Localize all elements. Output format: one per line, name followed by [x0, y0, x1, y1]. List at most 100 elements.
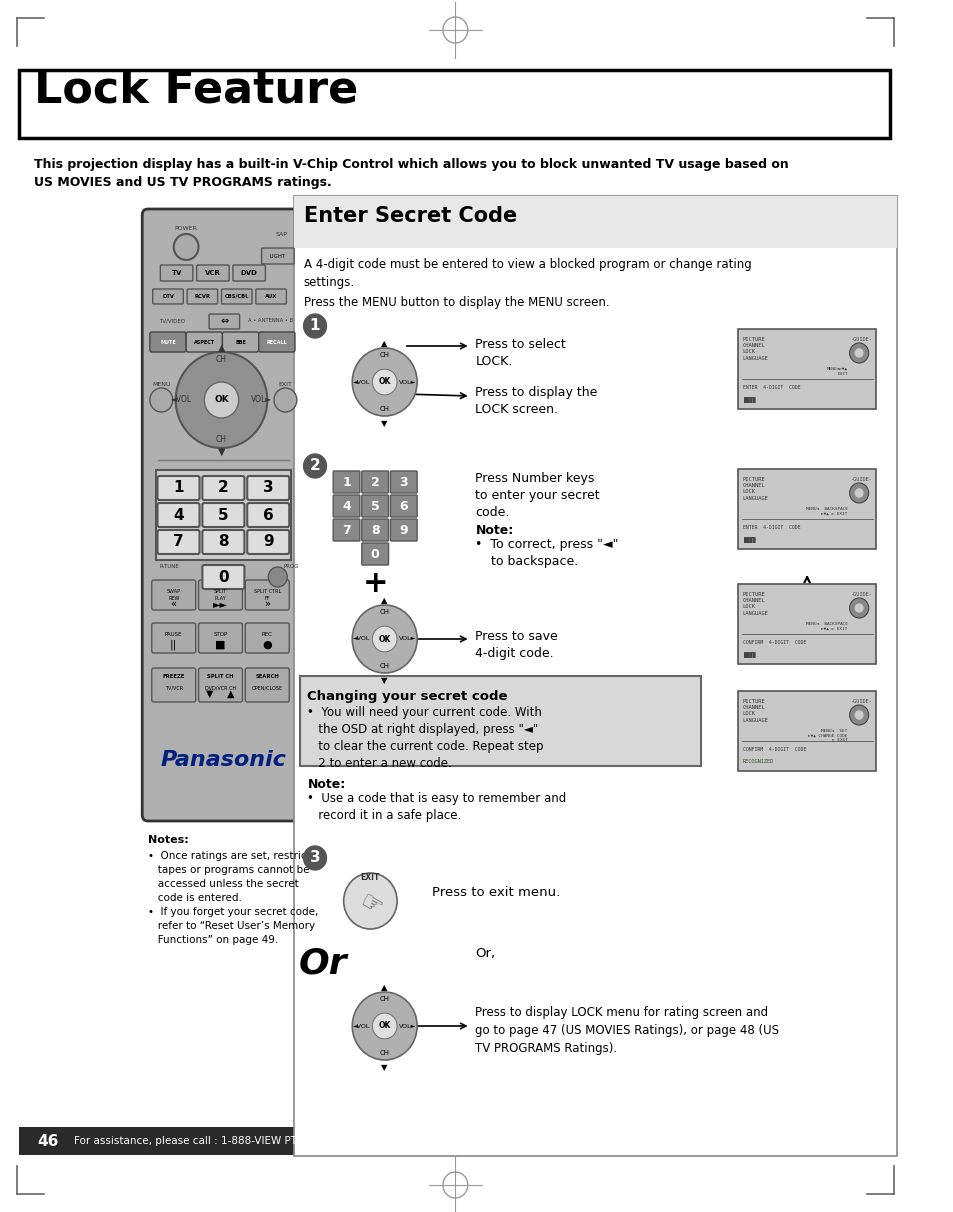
Text: Press the MENU button to display the MENU screen.: Press the MENU button to display the MEN… — [303, 296, 609, 309]
Text: Press to exit menu.: Press to exit menu. — [432, 886, 560, 899]
Circle shape — [352, 605, 416, 673]
Text: 2: 2 — [371, 475, 379, 488]
Text: ▼: ▼ — [381, 1063, 388, 1073]
Text: RECOGNIZED: RECOGNIZED — [741, 759, 773, 764]
Text: +: + — [362, 570, 388, 599]
Text: CH: CH — [379, 406, 389, 412]
Text: CH: CH — [379, 1050, 389, 1056]
Text: VOL►: VOL► — [398, 1023, 416, 1029]
Text: Press to save
4-digit code.: Press to save 4-digit code. — [475, 630, 558, 661]
Text: Press to display the
LOCK screen.: Press to display the LOCK screen. — [475, 385, 598, 416]
FancyBboxPatch shape — [737, 469, 876, 549]
FancyBboxPatch shape — [361, 494, 388, 518]
Text: ►►: ►► — [213, 599, 228, 608]
Text: 8: 8 — [218, 534, 229, 549]
FancyBboxPatch shape — [245, 668, 289, 702]
FancyBboxPatch shape — [202, 476, 244, 501]
FancyBboxPatch shape — [299, 676, 700, 766]
Text: ◄VOL: ◄VOL — [171, 395, 192, 405]
FancyBboxPatch shape — [390, 471, 416, 493]
FancyBboxPatch shape — [294, 196, 897, 1156]
FancyBboxPatch shape — [196, 265, 229, 281]
Text: REC: REC — [261, 633, 273, 638]
Text: 5: 5 — [218, 508, 229, 522]
FancyBboxPatch shape — [202, 503, 244, 527]
Circle shape — [204, 382, 238, 418]
FancyBboxPatch shape — [150, 332, 186, 351]
Text: VCR: VCR — [205, 270, 220, 276]
Text: •  To correct, press "◄"
    to backspace.: • To correct, press "◄" to backspace. — [475, 538, 618, 568]
FancyBboxPatch shape — [209, 314, 239, 328]
Text: ■: ■ — [215, 640, 226, 650]
FancyBboxPatch shape — [157, 503, 199, 527]
Text: 9: 9 — [263, 534, 274, 549]
Text: ☞: ☞ — [355, 890, 386, 922]
Circle shape — [849, 343, 868, 364]
Text: 4: 4 — [173, 508, 184, 522]
Circle shape — [150, 388, 172, 412]
Text: FREEZE: FREEZE — [162, 674, 185, 679]
FancyBboxPatch shape — [333, 519, 359, 541]
Text: RECALL: RECALL — [266, 339, 287, 344]
FancyBboxPatch shape — [390, 494, 416, 518]
Text: MENU◄  BACKSPACE
►▼▲ ► EXIT: MENU◄ BACKSPACE ►▼▲ ► EXIT — [805, 507, 847, 515]
Text: ▼: ▼ — [217, 447, 225, 457]
FancyBboxPatch shape — [202, 565, 244, 589]
FancyBboxPatch shape — [245, 581, 289, 610]
Text: ENTER  4-DIGIT  CODE: ENTER 4-DIGIT CODE — [741, 384, 800, 389]
Text: Lock Feature: Lock Feature — [34, 69, 358, 112]
FancyBboxPatch shape — [152, 623, 195, 653]
Circle shape — [855, 711, 862, 719]
FancyBboxPatch shape — [737, 328, 876, 408]
Text: OPEN/CLOSE: OPEN/CLOSE — [252, 686, 282, 691]
FancyBboxPatch shape — [737, 584, 876, 664]
Text: DVD: DVD — [240, 270, 257, 276]
Text: ENTER  4-DIGIT  CODE: ENTER 4-DIGIT CODE — [741, 525, 800, 530]
Text: •  Use a code that is easy to remember and
   record it in a safe place.: • Use a code that is easy to remember an… — [307, 791, 566, 822]
Text: MUTE: MUTE — [160, 339, 175, 344]
Circle shape — [855, 349, 862, 358]
FancyBboxPatch shape — [737, 691, 876, 771]
FancyBboxPatch shape — [333, 471, 359, 493]
FancyBboxPatch shape — [198, 581, 242, 610]
Text: 7: 7 — [342, 524, 351, 537]
Text: STOP: STOP — [213, 633, 228, 638]
FancyBboxPatch shape — [157, 530, 199, 554]
FancyBboxPatch shape — [361, 471, 388, 493]
Text: PICTURE
CHANNEL
LOCK
LANGUAGE: PICTURE CHANNEL LOCK LANGUAGE — [741, 699, 768, 722]
Circle shape — [855, 488, 862, 497]
Circle shape — [175, 351, 267, 448]
FancyBboxPatch shape — [233, 265, 265, 281]
Text: ◄VOL: ◄VOL — [353, 636, 371, 641]
Circle shape — [303, 314, 326, 338]
FancyBboxPatch shape — [160, 265, 193, 281]
Text: Press Number keys
to enter your secret
code.: Press Number keys to enter your secret c… — [475, 471, 599, 519]
Text: Note:: Note: — [307, 778, 345, 791]
FancyBboxPatch shape — [245, 623, 289, 653]
Text: 0: 0 — [371, 548, 379, 560]
Text: ▲: ▲ — [227, 688, 234, 699]
Text: LIGHT: LIGHT — [270, 253, 286, 258]
FancyBboxPatch shape — [155, 470, 291, 560]
FancyBboxPatch shape — [198, 668, 242, 702]
FancyBboxPatch shape — [247, 530, 289, 554]
FancyBboxPatch shape — [19, 1127, 889, 1155]
Circle shape — [855, 604, 862, 612]
Text: MENU◄►▼▲
EXIT: MENU◄►▼▲ EXIT — [826, 367, 847, 376]
Text: VOL►: VOL► — [251, 395, 272, 405]
Text: Notes:: Notes: — [148, 835, 189, 845]
Circle shape — [849, 598, 868, 618]
Text: TV/VCR: TV/VCR — [165, 686, 183, 691]
Text: PROG: PROG — [283, 564, 298, 568]
Text: VOL►: VOL► — [398, 379, 416, 384]
FancyBboxPatch shape — [142, 208, 304, 821]
Text: 6: 6 — [263, 508, 274, 522]
Text: PICTURE
CHANNEL
LOCK
LANGUAGE: PICTURE CHANNEL LOCK LANGUAGE — [741, 478, 768, 501]
Text: TV/VIDEO: TV/VIDEO — [159, 319, 185, 324]
Text: 7: 7 — [173, 534, 184, 549]
Text: AUX: AUX — [265, 293, 277, 298]
Text: CONFIRM  4-DIGIT  CODE: CONFIRM 4-DIGIT CODE — [741, 747, 805, 751]
Text: ▲: ▲ — [381, 339, 388, 349]
Text: R-TUNE: R-TUNE — [159, 564, 179, 568]
Text: 46: 46 — [37, 1133, 58, 1149]
